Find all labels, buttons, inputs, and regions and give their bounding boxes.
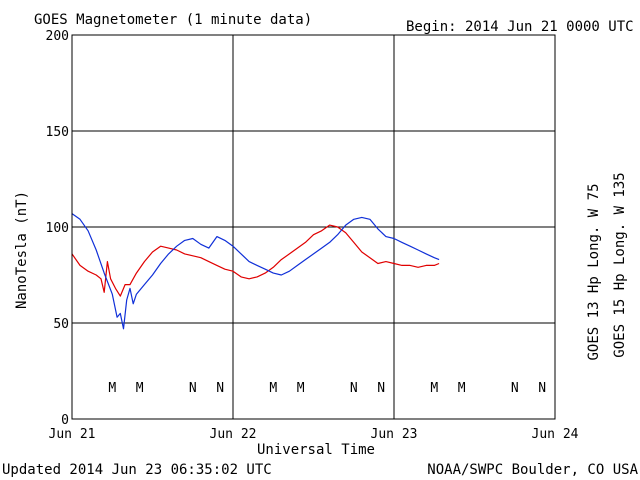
event-marker: M	[297, 381, 305, 396]
x-tick-label: Jun 22	[210, 427, 257, 442]
y-tick-label: 100	[46, 221, 69, 236]
event-marker: M	[458, 381, 466, 396]
axis-ticks: 0 50 100 150 200 Jun 21 Jun 22 Jun 23 Jun 24	[46, 29, 579, 442]
event-marker: N	[511, 381, 519, 396]
event-marker: N	[350, 381, 358, 396]
series-goes15-line	[71, 213, 440, 330]
event-marker: M	[430, 381, 438, 396]
event-marker: N	[216, 381, 224, 396]
series-goes13-line	[71, 224, 440, 297]
y-tick-label: 50	[53, 317, 69, 332]
plot-frame	[71, 34, 556, 420]
event-marker: M	[108, 381, 116, 396]
y-axis-label: NanoTesla (nT)	[14, 191, 30, 309]
legend-goes15: GOES 15 Hp Long. W 135	[612, 172, 628, 357]
grid	[72, 35, 555, 419]
x-tick-label: Jun 24	[532, 427, 579, 442]
y-tick-label: 0	[61, 413, 69, 428]
series-group	[71, 213, 440, 330]
x-tick-label: Jun 23	[371, 427, 418, 442]
y-tick-label: 150	[46, 125, 69, 140]
y-tick-label: 200	[46, 29, 69, 44]
x-tick-label: Jun 21	[49, 427, 96, 442]
chart-title: GOES Magnetometer (1 minute data)	[34, 12, 312, 28]
event-marker: N	[538, 381, 546, 396]
x-axis-label: Universal Time	[257, 442, 375, 458]
begin-time: Begin: 2014 Jun 21 0000 UTC	[406, 19, 634, 35]
event-marker: N	[189, 381, 197, 396]
event-marker: M	[269, 381, 277, 396]
event-marker: N	[377, 381, 385, 396]
credit: NOAA/SWPC Boulder, CO USA	[427, 462, 638, 478]
legend-goes13: GOES 13 Hp Long. W 75	[586, 183, 602, 360]
updated-timestamp: Updated 2014 Jun 23 06:35:02 UTC	[2, 462, 272, 478]
event-marker: M	[136, 381, 144, 396]
